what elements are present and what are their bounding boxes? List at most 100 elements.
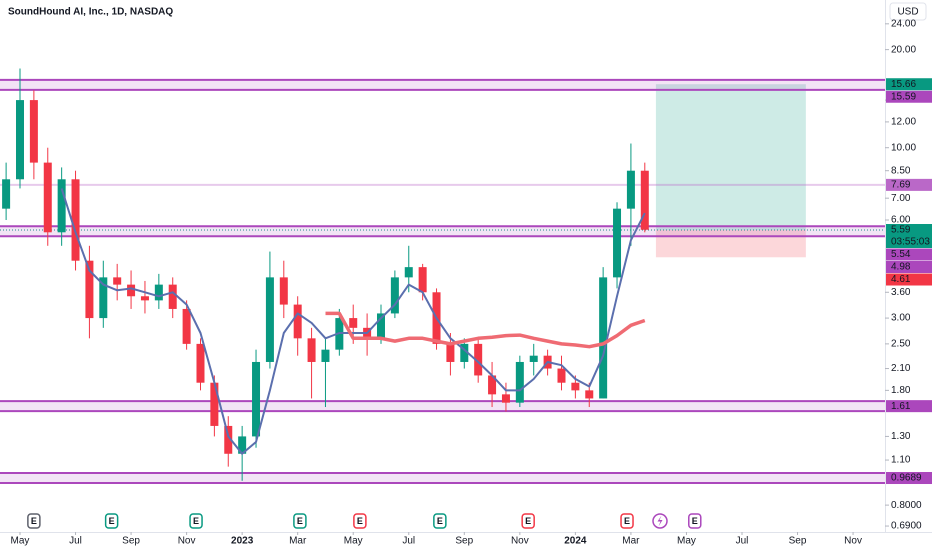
x-tick-label: May [11,536,30,547]
candle-body [446,343,455,362]
price-label: 5.54 [891,249,911,260]
event-label: E [624,516,630,526]
candle-body [626,170,635,209]
event-icon [27,513,41,529]
price-label-bg [886,224,932,249]
candle-body [15,100,24,180]
candle-body [488,375,497,395]
price-label-bg [886,90,932,103]
y-tick-label: 0.6900 [891,521,922,532]
candle-body [349,318,358,328]
x-tick-label: Jul [69,536,82,547]
price-label: 5.59 [891,225,911,236]
event-label: E [31,516,37,526]
candle-body [460,343,469,362]
candle-body [196,343,205,383]
price-label: 7.69 [891,180,911,191]
candle-body [210,382,219,426]
candle-body [501,394,510,403]
candle-body [307,338,316,362]
candle-body [293,304,302,339]
moving-average [60,188,646,455]
candle-body [238,436,247,454]
y-tick-label: 12.00 [891,117,916,128]
candle-body [85,260,94,319]
candle-body [640,170,649,230]
x-tick-label: Sep [789,536,807,547]
currency-button[interactable] [889,2,927,21]
moving-average [325,311,646,349]
price-label-bg [886,178,932,191]
event-icon [189,513,203,529]
chart-title: SoundHound AI, Inc., 1D, NASDAQ [8,7,173,18]
y-tick-label: 20.00 [891,44,916,55]
x-tick-label: May [344,536,363,547]
event-icon [353,513,367,529]
event-icon [521,513,535,529]
candle-body [154,284,163,301]
x-tick-label: Sep [122,536,140,547]
plot [0,68,885,485]
y-tick-label: 3.60 [891,287,911,298]
x-tick-label: Nov [178,536,196,547]
event-label: E [193,516,199,526]
event-label: E [109,516,115,526]
price-label: 1.61 [891,401,911,412]
x-tick-label: Sep [455,536,473,547]
price-label-bg [886,400,932,413]
x-tick-label: Nov [511,536,529,547]
candle-body [557,368,566,383]
x-tick-label: Nov [844,536,862,547]
y-tick-label: 6.00 [891,215,911,226]
candle-body [474,343,483,376]
price-label: 0.9689 [891,473,922,484]
candle-body [127,284,136,297]
candle-body [599,277,608,399]
lightning-icon [652,513,668,529]
candle-body [529,355,538,362]
level-band [0,401,885,412]
candle-body [71,179,80,261]
candle-body [321,349,330,362]
candle-body [515,361,524,403]
candle-body [2,179,11,209]
x-tick-label: Jul [736,536,749,547]
candle-body [224,425,233,454]
y-tick-label: 3.00 [891,313,911,324]
x-tick-label: Jul [402,536,415,547]
y-tick-label: 8.50 [891,165,911,176]
candle-body [585,390,594,399]
y-tick-label: 2.10 [891,363,911,374]
candle-body [140,296,149,301]
x-tick-label: Mar [622,536,640,547]
level-band [0,79,885,90]
event-icon [688,513,702,529]
price-label: 15.66 [891,79,916,90]
price-label: 4.98 [891,262,911,273]
x-tick-label: May [677,536,696,547]
event-icon [104,513,119,529]
y-tick-label: 0.8000 [891,500,922,511]
event-icon [433,513,447,529]
price-label-bg [886,261,932,274]
event-label: E [525,516,531,526]
x-tick-label: Mar [289,536,307,547]
candle-body [404,267,413,278]
y-tick-label: 1.10 [891,455,911,466]
price-label-bg [886,273,932,286]
candle-body [182,308,191,344]
y-tick-label: 1.80 [891,385,911,396]
candle-body [376,313,385,339]
price-label: 4.61 [891,274,911,285]
x-tick-label: 2024 [564,536,587,547]
candle-body [29,100,38,163]
event-icon [293,513,307,529]
event-label: E [437,516,443,526]
candle-body [113,277,122,285]
candle-body [43,162,52,233]
currency-label[interactable]: USD [897,7,918,18]
y-tick-label: 2.50 [891,339,911,350]
candle-body [418,267,427,293]
